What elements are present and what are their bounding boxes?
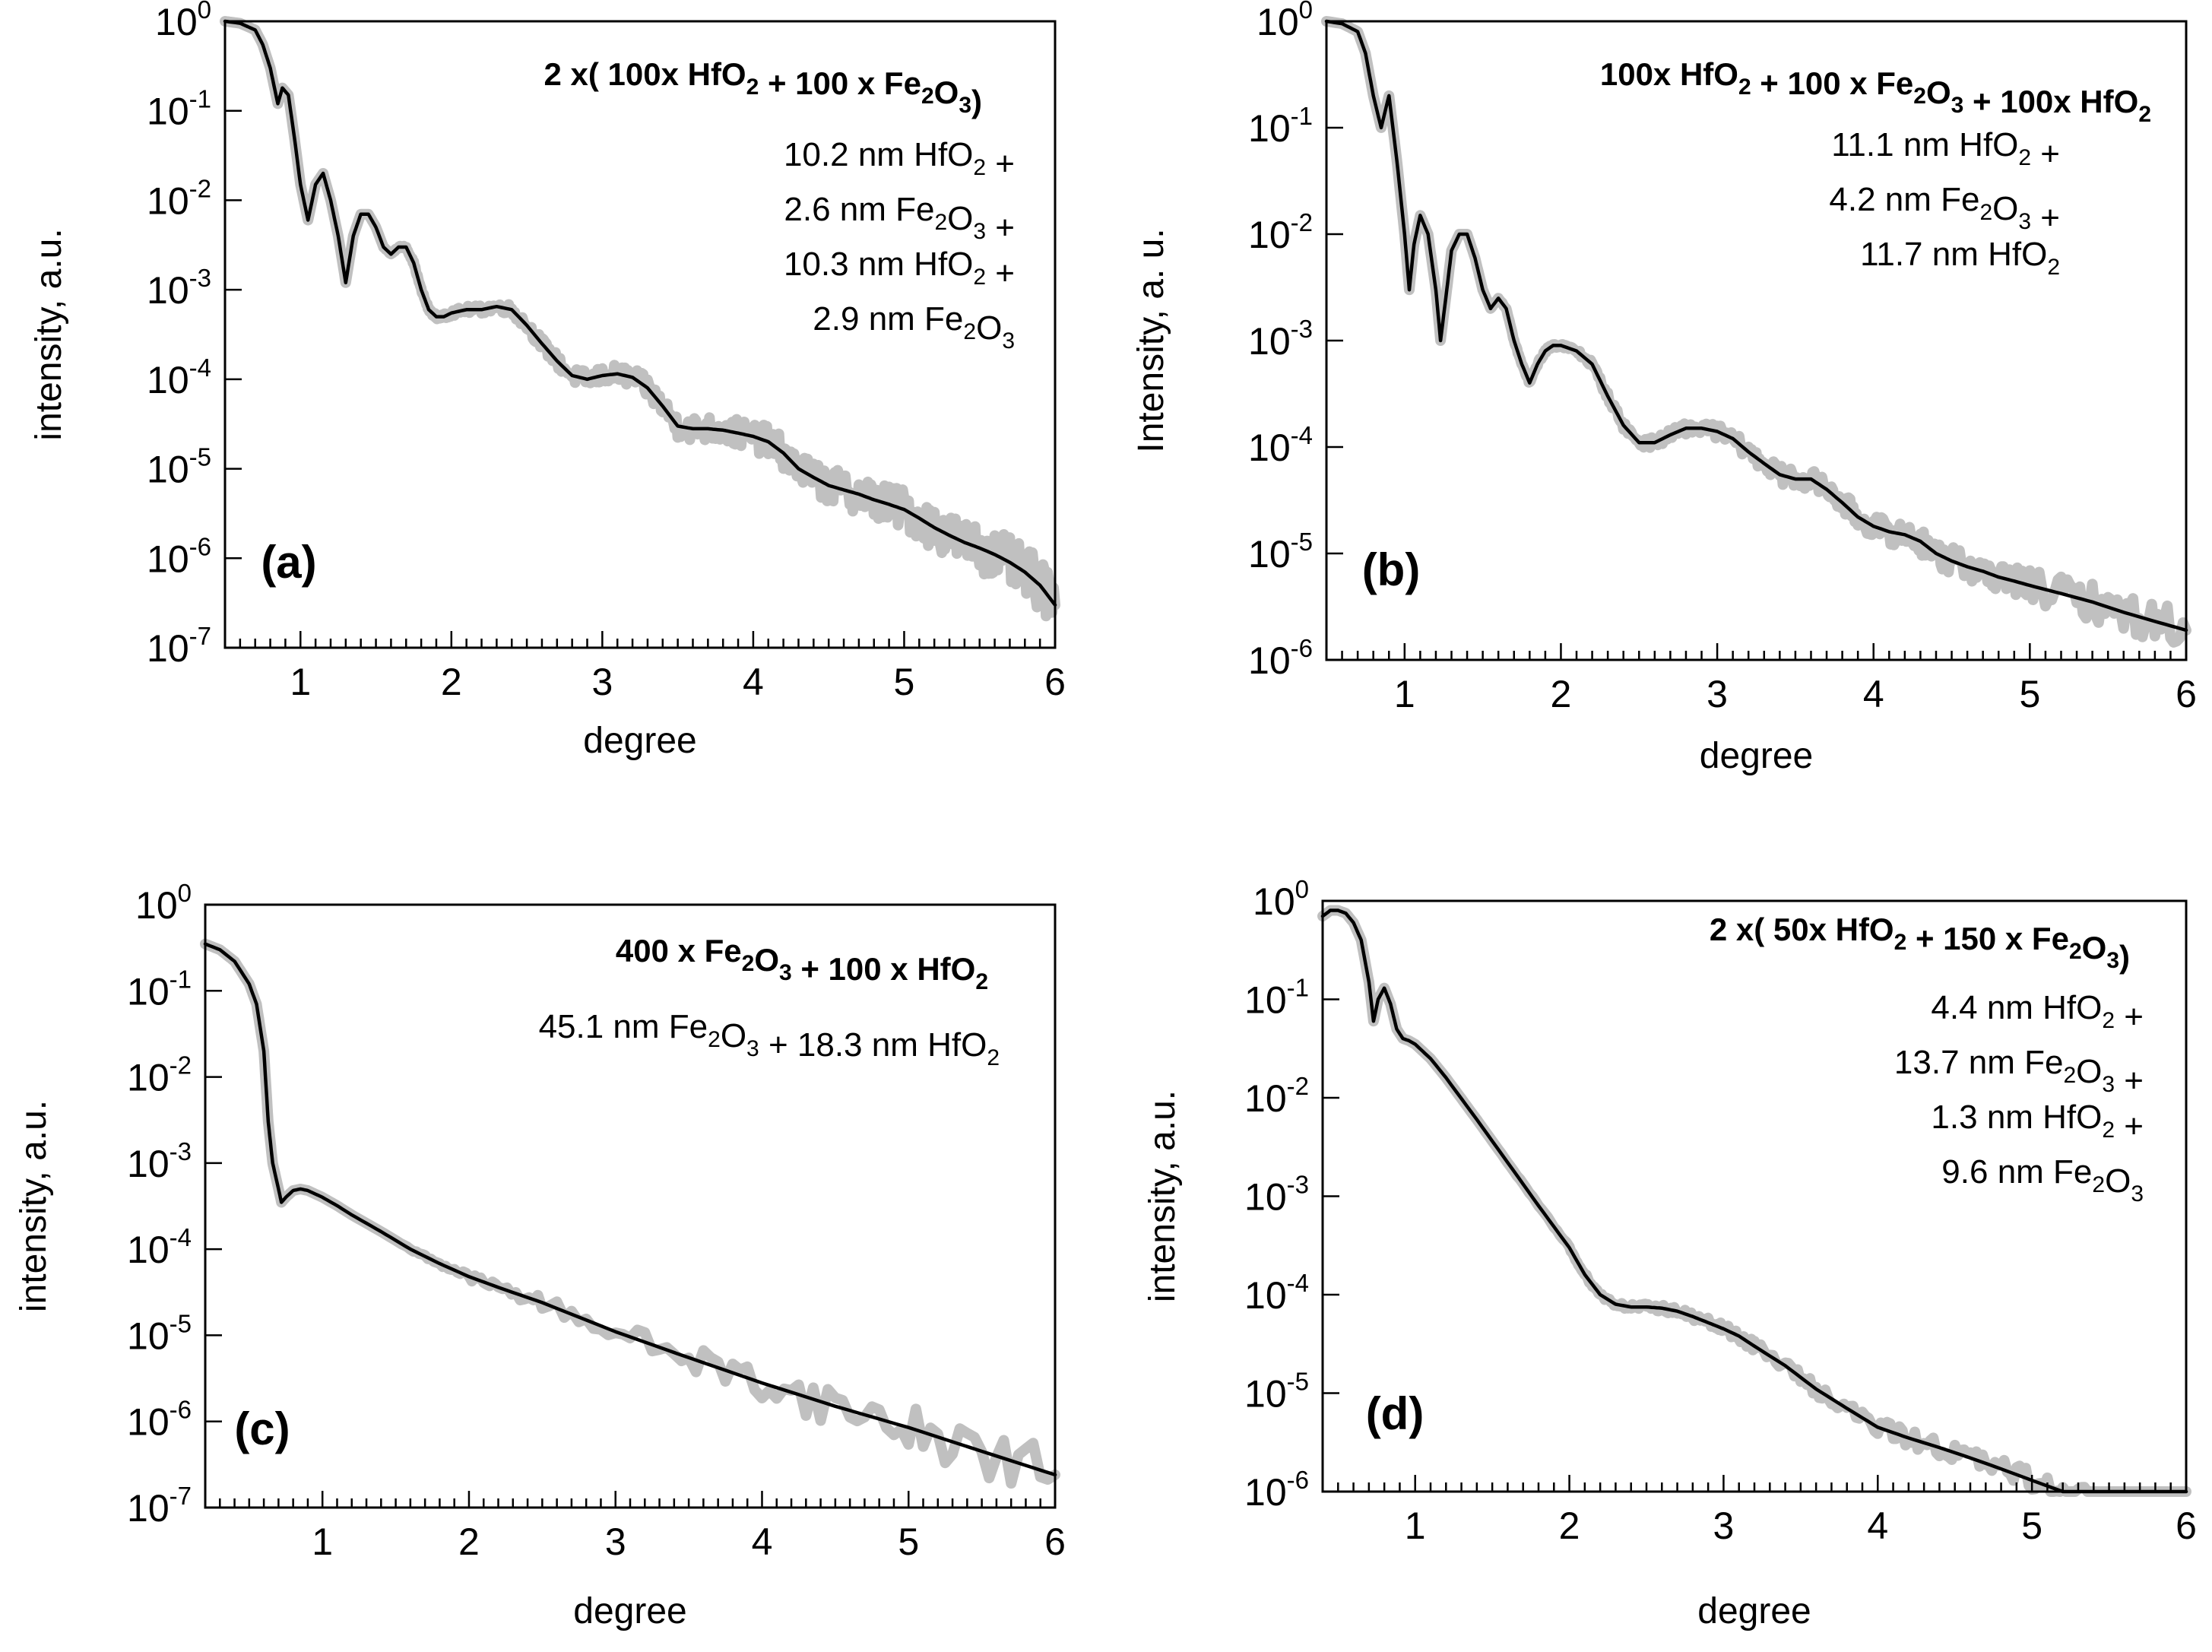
layer-annotation: 13.7 nm Fe2O3 + xyxy=(1894,1044,2144,1099)
y-tick-label: 10-4 xyxy=(147,354,211,401)
y-axis-title: intensity, a.u. xyxy=(14,1100,54,1312)
x-tick-label: 6 xyxy=(1044,661,1066,703)
y-tick-label: 10-2 xyxy=(127,1051,192,1099)
y-tick-label: 10-3 xyxy=(1248,315,1313,363)
y-tick-label: 10-5 xyxy=(147,443,211,491)
y-tick-label: 10-6 xyxy=(147,532,211,580)
y-tick-label: 10-7 xyxy=(127,1482,192,1530)
series-fit-b xyxy=(1324,19,2188,633)
layer-annotation: 45.1 nm Fe2O3 + 18.3 nm HfO2 xyxy=(539,1008,1000,1070)
x-tick-label: 6 xyxy=(2176,673,2197,715)
y-tick-label: 10-6 xyxy=(1248,634,1313,682)
y-tick-label: 10-1 xyxy=(147,85,211,133)
y-tick-label: 10-6 xyxy=(1244,1466,1309,1514)
x-tick-label: 1 xyxy=(1405,1505,1426,1547)
x-axis-title: degree xyxy=(583,721,696,761)
layer-annotation: 2.6 nm Fe2O3 + xyxy=(784,191,1015,246)
x-tick-label: 3 xyxy=(1713,1505,1735,1547)
y-tick-label: 10-4 xyxy=(1244,1269,1309,1317)
y-tick-label: 10-5 xyxy=(1244,1368,1309,1416)
y-tick-label: 10-1 xyxy=(1248,102,1313,150)
y-tick-label: 10-4 xyxy=(127,1223,192,1271)
x-tick-label: 4 xyxy=(1863,673,1884,715)
y-tick-label: 10-2 xyxy=(147,174,211,222)
panel-title: 100x HfO2 + 100 x Fe2O3 + 100x HfO2 xyxy=(1600,56,2151,127)
y-tick-label: 10-5 xyxy=(127,1309,192,1357)
x-tick-label: 1 xyxy=(1394,673,1415,715)
x-axis-title: degree xyxy=(1697,1591,1811,1631)
x-axis-title: degree xyxy=(1700,736,1813,776)
x-tick-label: 6 xyxy=(1044,1520,1066,1563)
x-tick-label: 4 xyxy=(743,661,764,703)
x-tick-label: 2 xyxy=(1559,1505,1580,1547)
x-tick-label: 5 xyxy=(2021,1505,2042,1547)
layer-annotation: 4.2 nm Fe2O3 + xyxy=(1829,181,2060,236)
x-axis-title: degree xyxy=(573,1591,686,1631)
chart-panel-b: 1 2 3 4 5 6 100 10-1 10-2 10-3 10-4 10-5 10-6 degree I… xyxy=(1131,0,2197,776)
layer-annotation: 4.4 nm HfO2 + xyxy=(1931,989,2144,1035)
y-tick-label: 10-3 xyxy=(1244,1171,1309,1219)
layer-annotation: 11.7 nm HfO2 xyxy=(1860,236,2060,280)
layer-annotation: 11.1 nm HfO2 + xyxy=(1831,126,2060,173)
y-tick-label: 10-2 xyxy=(1248,208,1313,256)
plot-frame-a xyxy=(223,20,1057,649)
layer-annotation: 9.6 nm Fe2O3 xyxy=(1941,1153,2144,1206)
y-tick-label: 10-3 xyxy=(147,264,211,312)
panel-tag: (c) xyxy=(234,1403,290,1454)
y-tick-label: 10-1 xyxy=(1244,974,1309,1022)
x-tick-label: 3 xyxy=(605,1520,626,1563)
y-axis-title: Intensity, a. u. xyxy=(1131,228,1171,452)
y-tick-label: 10-2 xyxy=(1244,1072,1309,1120)
x-tick-label: 3 xyxy=(591,661,613,703)
x-tick-label: 5 xyxy=(894,661,915,703)
layer-annotation: 2.9 nm Fe2O3 xyxy=(813,300,1015,354)
x-tick-label: 5 xyxy=(2019,673,2040,715)
y-tick-label: 100 xyxy=(1253,875,1309,923)
y-tick-label: 100 xyxy=(155,0,211,43)
chart-panel-d: 1 2 3 4 5 6 100 10-1 10-2 10-3 10-4 10-5 10-6 degree i… xyxy=(1142,875,2197,1631)
layer-annotation: 10.2 nm HfO2 + xyxy=(784,136,1015,182)
y-tick-label: 10-7 xyxy=(147,622,211,670)
chart-panel-c: 1 2 3 4 5 6 100 10-1 10-2 10-3 10-4 10-5 10-6 10-7 deg… xyxy=(14,879,1066,1631)
x-tick-label: 3 xyxy=(1707,673,1728,715)
y-tick-label: 10-5 xyxy=(1248,528,1313,576)
x-tick-label: 2 xyxy=(1551,673,1572,715)
x-tick-label: 2 xyxy=(441,661,462,703)
panel-tag: (d) xyxy=(1366,1388,1424,1439)
series-fit-d xyxy=(1320,908,2188,1494)
y-axis-title: intensity, a.u. xyxy=(1142,1090,1183,1302)
y-tick-label: 100 xyxy=(135,879,192,927)
series-fit-c xyxy=(203,942,1057,1477)
panel-title: 2 x( 100x HfO2 + 100 x Fe2O3) xyxy=(543,56,982,119)
layer-annotation: 1.3 nm HfO2 + xyxy=(1931,1099,2144,1145)
y-tick-label: 100 xyxy=(1257,0,1313,43)
x-tick-label: 1 xyxy=(312,1520,333,1563)
x-tick-label: 2 xyxy=(458,1520,480,1563)
panel-title: 400 x Fe2O3 + 100 x HfO2 xyxy=(616,933,988,994)
layer-annotation: 10.3 nm HfO2 + xyxy=(784,246,1015,292)
y-tick-label: 10-1 xyxy=(127,965,192,1013)
x-tick-label: 4 xyxy=(752,1520,773,1563)
x-tick-label: 5 xyxy=(898,1520,919,1563)
y-tick-label: 10-6 xyxy=(127,1396,192,1444)
x-tick-label: 6 xyxy=(2176,1505,2197,1547)
panel-tag: (a) xyxy=(261,537,316,588)
panel-tag: (b) xyxy=(1362,544,1421,595)
y-axis-title: intensity, a.u. xyxy=(29,228,69,440)
series-fit-a xyxy=(223,19,1057,607)
x-tick-label: 4 xyxy=(1867,1505,1888,1547)
y-tick-label: 10-4 xyxy=(1248,421,1313,469)
chart-panel-a: 1 2 3 4 5 6 100 10-1 10-2 10-3 10-4 10-5 10-6 10-7 deg… xyxy=(29,0,1066,761)
y-tick-label: 10-3 xyxy=(127,1137,192,1185)
panel-title: 2 x( 50x HfO2 + 150 x Fe2O3) xyxy=(1710,912,2130,975)
x-tick-label: 1 xyxy=(290,661,311,703)
